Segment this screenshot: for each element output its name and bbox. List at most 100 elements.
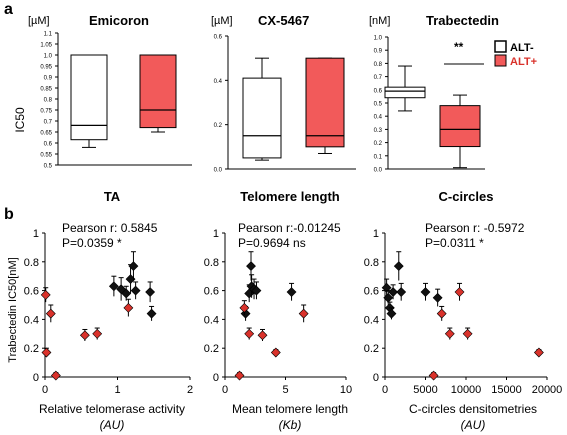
scatter-point-alt-neg bbox=[381, 282, 392, 293]
scatter-point-alt-neg bbox=[420, 287, 431, 297]
box-unit-trabectedin: [nM] bbox=[369, 15, 390, 27]
stats-r-ccircles: Pearson r: -0.5972 bbox=[425, 221, 525, 235]
legend-swatch-alt-neg bbox=[494, 40, 507, 53]
scatter-point-alt-neg bbox=[393, 261, 404, 272]
scatter-point-alt-pos bbox=[533, 347, 544, 358]
scatter-x-tick-label: 10 bbox=[340, 384, 352, 396]
scatter-y-tick-label: 0.8 bbox=[364, 257, 379, 269]
legend-swatch-alt-pos bbox=[494, 54, 507, 67]
box-y-tick-label: 0.7 bbox=[44, 120, 53, 126]
box-y-tick-label: 0.6 bbox=[44, 142, 53, 148]
scatter-point-alt-neg bbox=[286, 287, 297, 297]
box-y-tick-label: 0.3 bbox=[374, 128, 383, 134]
scatter-point-alt-neg bbox=[251, 285, 262, 296]
scatter-x-tick-label: 5000 bbox=[413, 384, 437, 396]
scatter-x-tick-label: 5 bbox=[282, 384, 288, 396]
scatter-x-tick-label: 0 bbox=[42, 384, 48, 396]
scatter-point-alt-neg bbox=[121, 288, 132, 299]
box-y-tick-label: 0.5 bbox=[374, 102, 383, 108]
xunit-ta: (AU) bbox=[100, 418, 125, 432]
scatter-point-alt-pos bbox=[436, 308, 447, 319]
box-alt-neg bbox=[384, 86, 426, 99]
box-alt-neg bbox=[242, 77, 282, 159]
box-y-tick-label: 1.0 bbox=[44, 54, 53, 60]
scatter-point-alt-pos bbox=[257, 330, 268, 341]
box-y-tick-label: 0.0 bbox=[374, 168, 383, 174]
box-y-tick-label: 1.0 bbox=[374, 36, 383, 42]
box-y-tick-label: 0.55 bbox=[40, 153, 52, 159]
scatter-point-alt-pos bbox=[454, 287, 465, 297]
xlabel-ccircles: C-circles densitometries bbox=[409, 402, 537, 416]
box-alt-pos bbox=[305, 57, 345, 148]
panel-a-label: a bbox=[4, 1, 13, 18]
box-alt-pos bbox=[139, 54, 177, 129]
scatter-y-tick-label: 0.4 bbox=[364, 314, 379, 326]
box-title-cx5467: CX-5467 bbox=[258, 13, 309, 28]
box-y-tick-label: 0.0 bbox=[214, 168, 223, 174]
scatter-point-alt-pos bbox=[444, 328, 455, 339]
chart-marks: 0.50.550.60.650.70.750.80.850.90.951.01.… bbox=[24, 32, 563, 397]
scatter-y-tick-label: 0.6 bbox=[204, 286, 219, 298]
xlabel-ta: Relative telomerase activity bbox=[39, 402, 185, 416]
scatter-x-tick-label: 2 bbox=[187, 384, 193, 396]
box-y-tick-label: 0.2 bbox=[374, 141, 383, 147]
scatter-y-tick-label: 0 bbox=[213, 372, 219, 384]
scatter-title-telomere: Telomere length bbox=[240, 189, 340, 204]
scatter-point-alt-pos bbox=[270, 347, 281, 358]
box-ylabel: IC50 bbox=[13, 107, 27, 133]
box-y-tick-label: 0.9 bbox=[44, 76, 53, 82]
scatter-y-tick-label: 0.4 bbox=[24, 314, 39, 326]
box-y-tick-label: 0.6 bbox=[214, 35, 223, 41]
box-title-emicoron: Emicoron bbox=[89, 13, 149, 28]
box-y-tick-label: 0.95 bbox=[40, 65, 52, 71]
box-unit-cx5467: [µM] bbox=[211, 15, 233, 27]
scatter-point-alt-pos bbox=[462, 328, 473, 339]
scatter-title-ccircles: C-circles bbox=[439, 189, 494, 204]
stats-p-ta: P=0.0359 * bbox=[62, 236, 122, 250]
scatter-point-alt-pos bbox=[45, 308, 56, 319]
box-y-tick-label: 0.1 bbox=[374, 154, 383, 160]
scatter-point-alt-pos bbox=[92, 328, 103, 339]
scatter-x-tick-label: 1 bbox=[114, 384, 120, 396]
legend-label-alt-neg: ALT- bbox=[510, 42, 534, 54]
scatter-y-tick-label: 0 bbox=[373, 372, 379, 384]
xunit-telomere: (Kb) bbox=[279, 418, 302, 432]
scatter-point-alt-neg bbox=[145, 287, 156, 297]
box-title-trabectedin: Trabectedin bbox=[426, 13, 499, 28]
stats-r-telomere: Pearson r:-0.01245 bbox=[238, 221, 341, 235]
box-y-tick-label: 0.2 bbox=[214, 123, 223, 129]
box-y-tick-label: 0.8 bbox=[44, 98, 53, 104]
xunit-ccircles: (AU) bbox=[461, 418, 486, 432]
scatter-y-tick-label: 0.6 bbox=[24, 286, 39, 298]
scatter-point-alt-neg bbox=[432, 292, 443, 303]
significance-marker: ** bbox=[454, 40, 464, 54]
scatter-x-tick-label: 0 bbox=[382, 384, 388, 396]
scatter-point-alt-neg bbox=[246, 261, 256, 272]
scatter-y-tick-label: 1 bbox=[213, 228, 219, 240]
scatter-y-tick-label: 1 bbox=[33, 228, 39, 240]
scatter-point-alt-pos bbox=[298, 308, 309, 319]
box-y-tick-label: 0.85 bbox=[40, 87, 52, 93]
box-y-tick-label: 0.8 bbox=[374, 62, 383, 68]
box-y-tick-label: 0.65 bbox=[40, 131, 52, 137]
box-y-tick-label: 1.05 bbox=[40, 43, 52, 49]
box-y-tick-label: 0.9 bbox=[374, 49, 383, 55]
scatter-title-ta: TA bbox=[104, 189, 121, 204]
box-y-tick-label: 0.4 bbox=[214, 79, 223, 85]
box-alt-neg bbox=[70, 54, 108, 141]
scatter-y-tick-label: 0.2 bbox=[24, 343, 39, 355]
scatter-point-alt-pos bbox=[41, 347, 52, 358]
scatter-y-tick-label: 0 bbox=[33, 372, 39, 384]
box-y-tick-label: 0.75 bbox=[40, 109, 52, 115]
box-y-tick-label: 1.1 bbox=[44, 32, 53, 38]
scatter-x-tick-label: 20000 bbox=[532, 384, 563, 396]
box-y-tick-label: 0.5 bbox=[44, 164, 53, 170]
scatter-point-alt-pos bbox=[79, 330, 90, 341]
scatter-point-alt-neg bbox=[128, 261, 139, 272]
scatter-y-tick-label: 0.4 bbox=[204, 314, 219, 326]
scatter-point-alt-neg bbox=[130, 285, 141, 296]
box-alt-pos bbox=[439, 105, 481, 148]
scatter-point-alt-pos bbox=[40, 289, 51, 300]
scatter-y-tick-label: 0.2 bbox=[364, 343, 379, 355]
